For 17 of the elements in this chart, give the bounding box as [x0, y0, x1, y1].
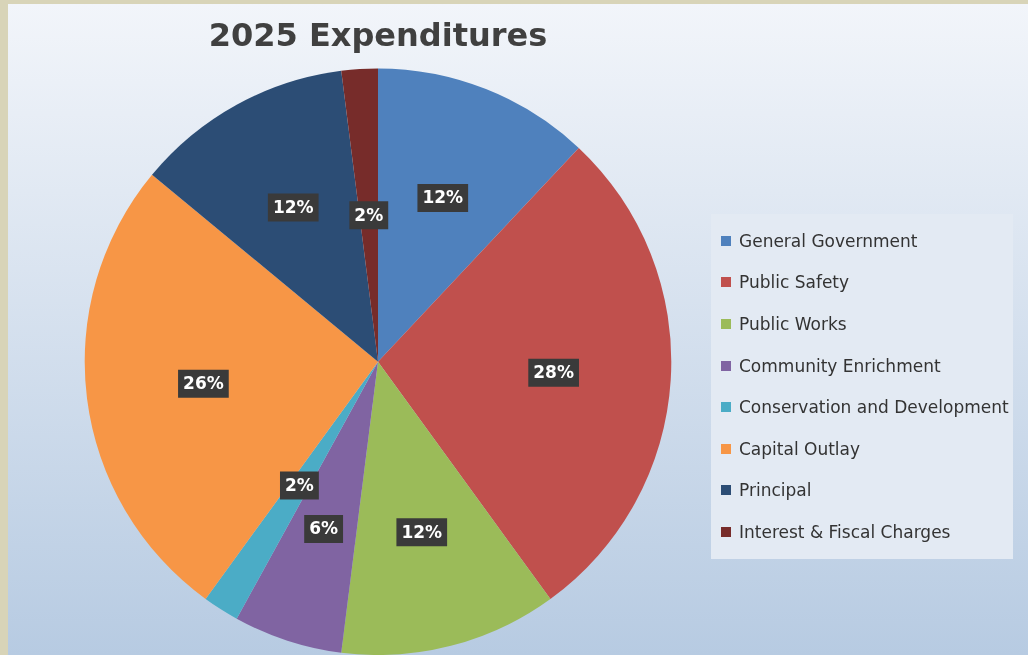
legend-label: General Government — [739, 230, 918, 251]
data-label: 28% — [533, 362, 574, 383]
legend-label: Community Enrichment — [739, 355, 941, 376]
legend-label: Public Safety — [739, 272, 850, 293]
legend-label: Public Works — [739, 313, 847, 334]
data-label: 26% — [183, 373, 224, 394]
data-label: 2% — [354, 204, 384, 225]
chart-title: 2025 Expenditures — [208, 15, 548, 54]
legend-label: Interest & Fiscal Charges — [739, 521, 951, 542]
data-label: 12% — [272, 196, 314, 217]
data-label: 12% — [422, 187, 464, 208]
legend-label: Capital Outlay — [739, 438, 861, 459]
data-label: 6% — [309, 518, 339, 539]
data-label: 2% — [284, 474, 314, 495]
legend-label: Conservation and Development — [739, 397, 1009, 418]
data-label: 12% — [401, 521, 443, 542]
legend-label: Principal — [739, 480, 812, 501]
